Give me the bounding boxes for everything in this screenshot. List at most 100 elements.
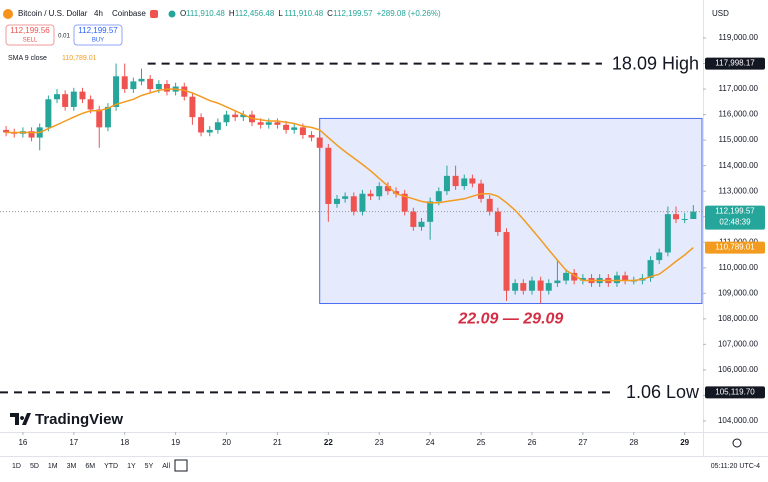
candle-body (503, 232, 510, 291)
price-tag (705, 241, 765, 254)
candle-body (291, 127, 298, 130)
candle-body (461, 178, 468, 187)
ohlc-value: 111,910.48 (186, 9, 225, 18)
x-tick-label: 17 (69, 438, 78, 447)
candle-body (494, 211, 501, 233)
range-button[interactable]: All (162, 463, 170, 470)
candle-body (393, 191, 400, 194)
candle-body (528, 280, 535, 291)
candle-body (554, 280, 561, 284)
range-button[interactable]: 5Y (145, 463, 154, 470)
level-tag (705, 386, 765, 399)
x-tick-label: 29 (680, 438, 689, 447)
candle-body (376, 186, 383, 197)
status-icon (150, 10, 158, 18)
candle-body (198, 117, 205, 133)
range-button[interactable]: 5D (30, 463, 39, 470)
range-button[interactable]: 1D (12, 463, 21, 470)
candle-body (418, 221, 425, 227)
range-button[interactable]: 6M (85, 463, 95, 470)
x-tick-label: 16 (18, 438, 27, 447)
candle-body (359, 193, 366, 212)
level-text: 18.09 High (612, 53, 699, 73)
candle-body (87, 99, 94, 110)
settings-icon[interactable] (732, 438, 742, 448)
candle-body (545, 283, 552, 291)
candle-body (155, 83, 162, 90)
currency[interactable]: USD (712, 9, 729, 18)
candle-body (163, 83, 170, 92)
candle-body (130, 81, 137, 90)
clock: 05:11:20 UTC-4 (711, 463, 760, 470)
sell-price: 112,199.56 (10, 26, 50, 35)
level-tag (705, 57, 765, 70)
candle-body (121, 76, 128, 90)
range-box (319, 117, 703, 305)
candle-body (104, 106, 111, 128)
x-tick-label: 26 (528, 438, 537, 447)
candle-body (54, 94, 61, 100)
candle-body (214, 122, 221, 130)
candle-body (410, 211, 417, 227)
candle-body (478, 183, 485, 199)
x-tick-label: 25 (477, 438, 486, 447)
candle-body (257, 122, 264, 125)
level-text: 1.06 Low (626, 382, 700, 402)
range-button[interactable]: 3M (67, 463, 77, 470)
candle-body (690, 211, 697, 219)
candle-body (45, 99, 52, 128)
candle-body (265, 122, 272, 125)
y-tick-label: 115,000.00 (719, 135, 759, 144)
calendar-icon[interactable] (174, 459, 188, 472)
y-tick-label: 119,000.00 (719, 33, 759, 42)
candle-body (232, 114, 239, 118)
candle-body (673, 214, 680, 220)
level-tag-label: 117,998.17 (715, 59, 755, 68)
range-button[interactable]: 1Y (127, 463, 136, 470)
candle-body (469, 178, 476, 184)
candle-body (342, 196, 349, 199)
x-tick-label: 21 (273, 438, 282, 447)
candle-body (520, 283, 527, 291)
candle-body (28, 131, 35, 138)
candle-body (622, 275, 629, 281)
candle-body (427, 201, 434, 222)
ohlc-key: L (278, 9, 283, 18)
candle-body (206, 129, 213, 133)
indicator-value: 110,789.01 (62, 55, 97, 62)
candle-body (571, 272, 578, 281)
candle-body (664, 214, 671, 253)
candle-body (435, 191, 442, 202)
candle-body (613, 275, 620, 284)
candle-body (333, 198, 340, 204)
price-tag-countdown: 02:48:39 (719, 218, 751, 227)
ohlc-value: 111,910.48 (284, 9, 323, 18)
candle-body (537, 280, 544, 291)
y-tick-label: 117,000.00 (719, 84, 759, 93)
candle-body (147, 78, 154, 90)
level-tag-label: 105,119.70 (715, 387, 755, 396)
range-button[interactable]: 1M (48, 463, 58, 470)
candle-body (316, 137, 323, 148)
x-tick-label: 27 (578, 438, 587, 447)
candle-body (70, 91, 77, 107)
y-tick-label: 110,000.00 (719, 263, 759, 272)
ohlc-key: O (180, 9, 186, 18)
price-tag-label: 112,199.57 (715, 207, 755, 216)
exchange: Coinbase (112, 9, 146, 18)
buy-button[interactable] (73, 24, 123, 46)
price-tag (705, 205, 765, 230)
candle-body (656, 252, 663, 261)
ohlc-key: H (229, 9, 235, 18)
y-tick-label: 114,000.00 (719, 161, 759, 170)
candle-body (563, 272, 570, 281)
y-tick-label: 104,000.00 (718, 416, 759, 425)
sell-button[interactable] (5, 24, 55, 46)
range-button[interactable]: YTD (104, 463, 118, 470)
ohlc-value: 112,199.57 (333, 9, 373, 18)
candle-body (681, 218, 688, 220)
candle-body (299, 127, 306, 136)
candle-body (3, 129, 10, 133)
candle-body (384, 186, 391, 192)
